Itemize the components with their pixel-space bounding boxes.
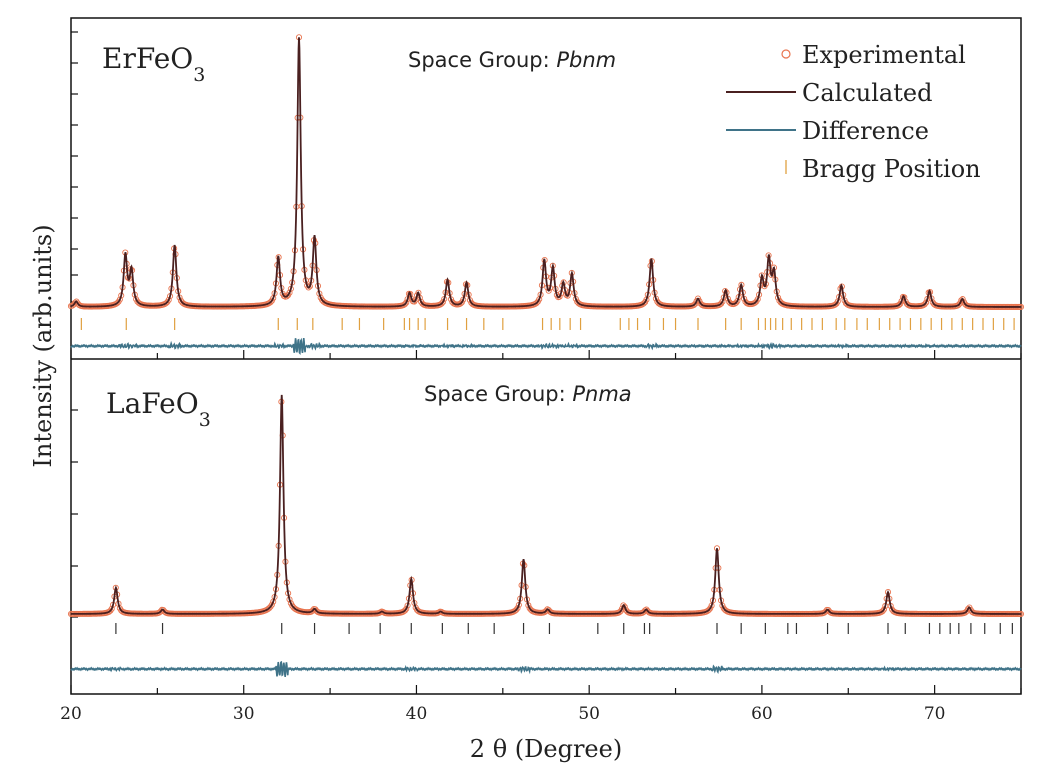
experimental-point [165,296,172,303]
legend-difference-label: Difference [802,117,929,145]
bragg-ticks-lafeo3 [115,623,1013,634]
calculated-line-erfeo3 [70,37,1021,308]
legend-bragg-label: Bragg Position [802,155,981,183]
x-tick-label: 60 [751,704,773,724]
experimental-point [921,301,928,308]
experimental-point [439,299,446,306]
sample-label-erfeo3: ErFeO3 [102,42,205,86]
experimental-point [268,601,275,608]
legend: Experimental Calculated Difference Bragg… [726,41,981,183]
experimental-point [286,289,293,296]
space-group-lafeo3: Space Group: Pnma [424,382,632,406]
experimental-points-lafeo3 [67,398,1025,618]
sample-label-lafeo3: LaFeO3 [106,387,211,431]
experimental-point [959,296,966,303]
difference-line-erfeo3 [70,337,1022,355]
experimental-point [403,605,410,612]
experimental-point [514,605,521,612]
experimental-point [513,606,520,614]
experimental-point [955,301,962,309]
experimental-point [545,287,552,294]
y-ticks-bottom [71,409,78,618]
x-axis-title: 2 θ (Degree) [470,735,622,763]
experimental-point [108,605,115,612]
difference-line-lafeo3 [70,660,1022,677]
x-axis: 20 30 40 50 60 70 [60,350,1022,724]
y-ticks-top [71,31,78,303]
experimental-point [438,300,445,307]
experimental-point [267,299,274,306]
experimental-point [411,298,418,305]
x-tick-label: 30 [233,704,255,724]
legend-calculated-label: Calculated [802,79,932,107]
experimental-point [116,296,123,303]
experimental-point [922,299,930,306]
x-tick-label: 20 [60,704,82,724]
bragg-ticks-erfeo3 [80,318,1015,330]
panel-lafeo3: LaFeO3 Space Group: Pnma [67,382,1025,677]
experimental-point [880,606,887,613]
calculated-line-lafeo3 [71,394,1021,615]
experimental-point [564,292,571,299]
experimental-point [305,284,312,291]
experimental-point [732,299,740,306]
legend-experimental-marker [781,49,791,59]
experimental-point [401,301,408,308]
experimental-point [403,299,410,306]
x-tick-label: 50 [578,704,600,724]
x-tick-label: 70 [924,704,946,724]
space-group-erfeo3: Space Group: Pbnm [408,48,616,72]
experimental-point [620,602,627,609]
experimental-point [734,298,741,305]
x-tick-label: 40 [406,704,428,724]
legend-experimental-label: Experimental [802,41,966,69]
y-axis-title: Intensity (arb.units) [29,224,57,467]
experimental-point [401,607,408,614]
experimental-point [705,606,712,614]
panel-erfeo3: ErFeO3 Space Group: Pbnm [67,31,1025,355]
experimental-point [879,608,886,615]
